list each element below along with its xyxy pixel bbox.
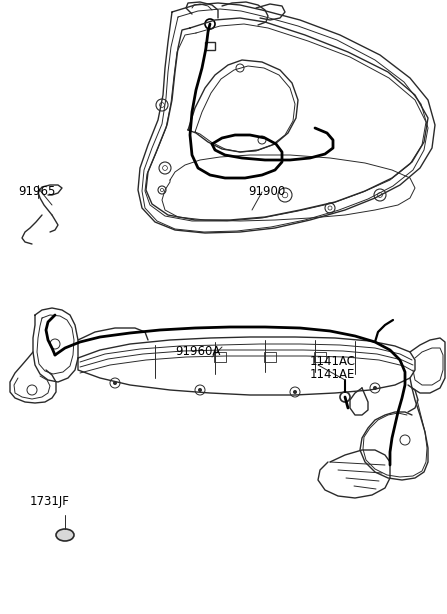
Circle shape (373, 386, 377, 390)
Circle shape (293, 390, 297, 394)
Text: 91960A: 91960A (175, 345, 220, 358)
Circle shape (198, 388, 202, 392)
Text: 91965: 91965 (18, 185, 55, 198)
Ellipse shape (56, 529, 74, 541)
Bar (314, 352, 326, 362)
Circle shape (113, 381, 117, 385)
Bar (214, 352, 226, 362)
Text: 91900: 91900 (248, 185, 285, 198)
Text: 1141AC: 1141AC (310, 355, 356, 368)
Bar (205, 42, 215, 50)
Bar (264, 352, 276, 362)
Text: 1731JF: 1731JF (30, 495, 70, 508)
Text: 1141AE: 1141AE (310, 368, 355, 381)
